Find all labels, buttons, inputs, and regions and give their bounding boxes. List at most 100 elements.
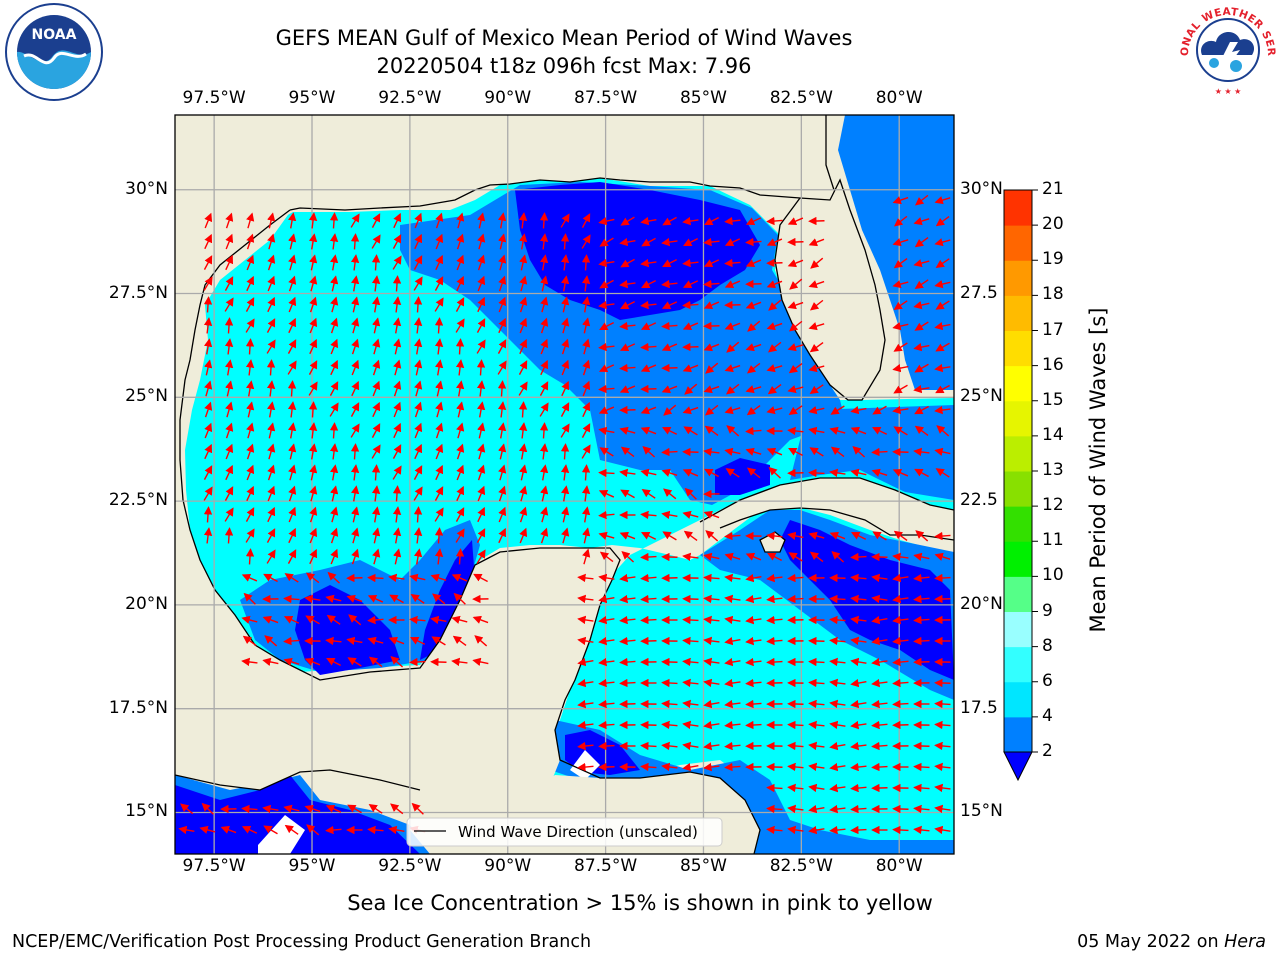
wave-direction-arrow bbox=[330, 338, 339, 355]
wave-direction-arrow bbox=[582, 548, 591, 565]
wave-direction-arrow bbox=[224, 507, 234, 522]
wave-direction-arrow bbox=[371, 444, 381, 459]
wave-direction-arrow bbox=[726, 341, 740, 353]
wave-direction-arrow bbox=[288, 527, 297, 544]
wave-direction-arrow bbox=[451, 573, 468, 582]
wave-direction-arrow bbox=[787, 720, 804, 730]
wave-direction-arrow bbox=[641, 489, 656, 499]
wave-direction-arrow bbox=[309, 338, 318, 355]
wave-direction-arrow bbox=[267, 506, 276, 523]
wave-direction-arrow bbox=[725, 383, 740, 395]
wave-direction-arrow bbox=[934, 783, 951, 793]
wave-direction-arrow bbox=[266, 318, 276, 333]
wave-direction-arrow bbox=[267, 464, 276, 481]
wave-direction-arrow bbox=[809, 551, 824, 563]
wave-direction-arrow bbox=[871, 762, 888, 772]
wave-direction-arrow bbox=[850, 426, 867, 435]
wave-direction-arrow bbox=[829, 615, 846, 625]
wave-direction-arrow bbox=[577, 678, 594, 688]
wave-direction-arrow bbox=[682, 510, 699, 519]
wave-direction-arrow bbox=[724, 300, 741, 310]
wave-direction-arrow bbox=[476, 549, 486, 564]
lon-tick-label: 92.5°W bbox=[378, 856, 442, 876]
wave-direction-arrow bbox=[497, 360, 507, 375]
wave-direction-arrow bbox=[456, 401, 465, 418]
wave-direction-arrow bbox=[913, 615, 930, 625]
wave-direction-arrow bbox=[619, 426, 636, 435]
wave-direction-arrow bbox=[455, 359, 465, 376]
wave-direction-arrow bbox=[246, 275, 255, 292]
wave-direction-arrow bbox=[540, 275, 549, 292]
wave-direction-arrow bbox=[809, 384, 824, 394]
wave-direction-arrow bbox=[577, 615, 594, 625]
wave-direction-arrow bbox=[560, 213, 570, 228]
wave-direction-arrow bbox=[934, 678, 951, 688]
wave-direction-arrow bbox=[413, 527, 423, 544]
wave-direction-arrow bbox=[392, 527, 402, 544]
wave-direction-arrow bbox=[619, 468, 636, 478]
wave-direction-arrow bbox=[747, 320, 761, 332]
wave-direction-arrow bbox=[577, 699, 594, 709]
wave-direction-arrow bbox=[372, 338, 381, 355]
wave-direction-arrow bbox=[203, 486, 213, 501]
wave-direction-arrow bbox=[935, 258, 950, 268]
wave-direction-arrow bbox=[472, 615, 489, 624]
wave-direction-arrow bbox=[682, 216, 699, 226]
wave-direction-arrow bbox=[620, 446, 635, 458]
wave-direction-arrow bbox=[892, 699, 909, 709]
wave-direction-arrow bbox=[598, 615, 615, 625]
wave-direction-arrow bbox=[203, 465, 213, 480]
wave-direction-arrow bbox=[704, 425, 719, 436]
wave-direction-arrow bbox=[392, 465, 402, 480]
wave-direction-arrow bbox=[745, 237, 762, 247]
wave-direction-arrow bbox=[598, 468, 615, 478]
wave-direction-arrow bbox=[351, 527, 360, 544]
wave-direction-arrow bbox=[767, 552, 783, 562]
wave-direction-arrow bbox=[518, 443, 528, 460]
wave-direction-arrow bbox=[330, 485, 339, 502]
wave-direction-arrow bbox=[703, 720, 720, 730]
lon-tick-label: 97.5°W bbox=[182, 88, 246, 108]
wave-direction-arrow bbox=[203, 506, 213, 523]
wave-direction-arrow bbox=[414, 233, 423, 250]
wave-direction-arrow bbox=[451, 615, 468, 624]
wave-direction-arrow bbox=[598, 384, 615, 394]
wave-direction-arrow bbox=[619, 699, 636, 709]
wave-direction-arrow bbox=[913, 636, 930, 646]
wave-direction-arrow bbox=[329, 443, 339, 460]
wave-direction-arrow bbox=[225, 464, 234, 481]
wave-direction-arrow bbox=[329, 381, 339, 396]
wave-direction-arrow bbox=[309, 317, 318, 334]
wave-direction-arrow bbox=[246, 422, 255, 439]
wave-direction-arrow bbox=[850, 405, 867, 415]
wave-direction-arrow bbox=[180, 803, 194, 815]
wave-direction-arrow bbox=[893, 300, 908, 310]
wave-direction-arrow bbox=[682, 322, 699, 331]
wave-direction-arrow bbox=[477, 485, 486, 502]
wave-direction-arrow bbox=[598, 573, 615, 583]
wave-direction-arrow bbox=[640, 720, 657, 730]
wave-direction-arrow bbox=[788, 320, 803, 332]
wave-direction-arrow bbox=[892, 636, 909, 646]
wave-direction-arrow bbox=[368, 656, 383, 668]
wave-direction-arrow bbox=[393, 548, 402, 565]
lon-tick-label: 87.5°W bbox=[574, 856, 638, 876]
wave-direction-arrow bbox=[914, 405, 929, 415]
wave-direction-arrow bbox=[850, 594, 867, 604]
wave-direction-arrow bbox=[598, 762, 615, 772]
wave-direction-arrow bbox=[266, 549, 276, 564]
wave-direction-arrow bbox=[519, 338, 528, 355]
colorbar-segment bbox=[1004, 435, 1032, 472]
wave-direction-arrow bbox=[540, 506, 549, 523]
wave-direction-arrow bbox=[413, 465, 423, 480]
lat-tick-label: 22.5 bbox=[960, 490, 998, 511]
wave-direction-arrow bbox=[327, 571, 340, 584]
wave-direction-arrow bbox=[430, 615, 447, 625]
wave-direction-arrow bbox=[267, 212, 276, 229]
noaa-logo: NOAA bbox=[5, 3, 103, 101]
wave-direction-arrow bbox=[581, 464, 591, 481]
wave-direction-arrow bbox=[913, 552, 930, 562]
wave-direction-arrow bbox=[934, 531, 951, 541]
wave-direction-arrow bbox=[308, 381, 318, 396]
wave-direction-arrow bbox=[330, 317, 339, 334]
